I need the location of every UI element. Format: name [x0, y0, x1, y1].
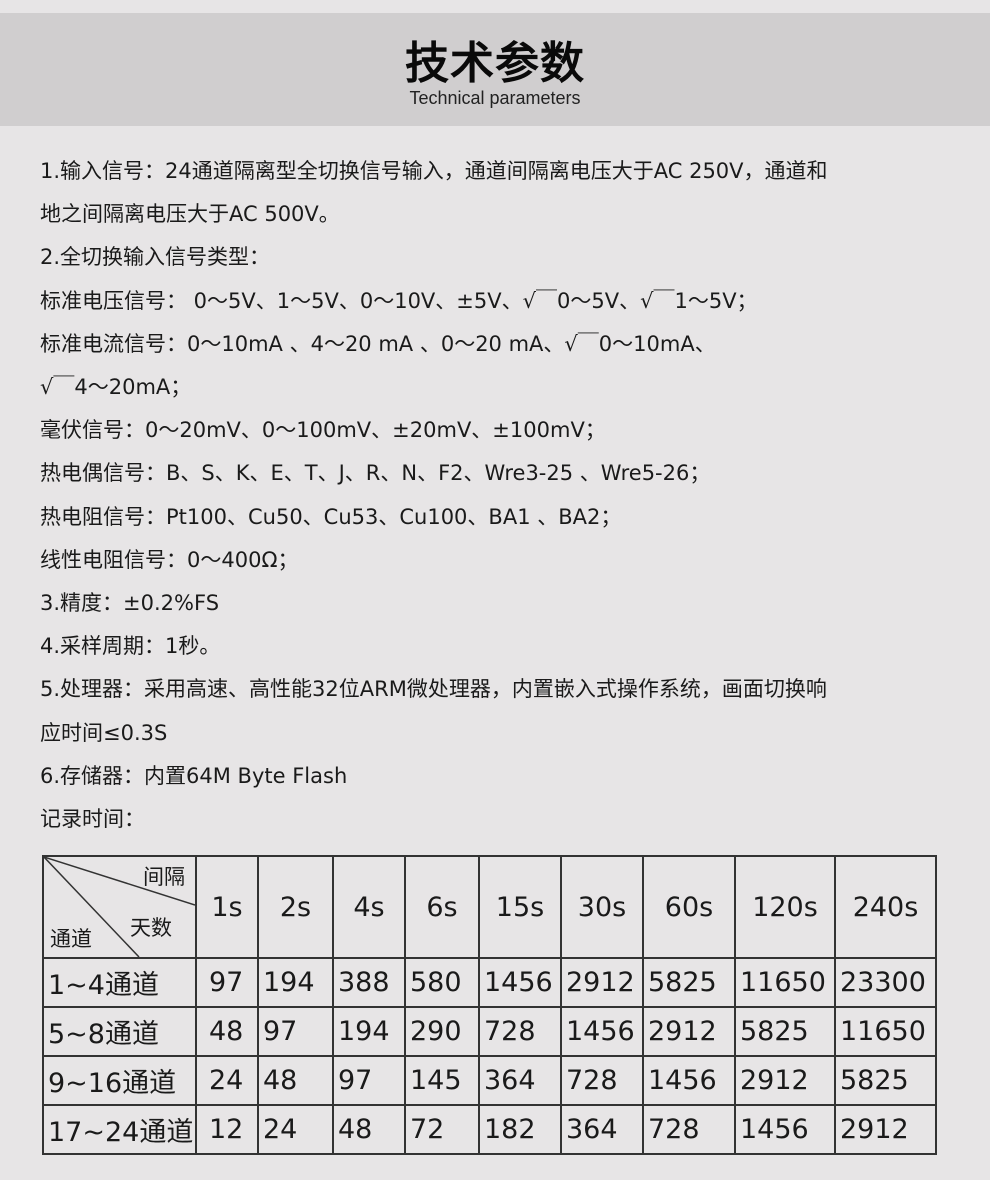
table-cell: 388 [332, 957, 406, 1008]
spec-line: 标准电流信号：0～10mA 、4～20 mA 、0～20 mA、√￣0～10mA… [40, 331, 716, 356]
table-cell: 48 [195, 1006, 259, 1057]
table-row: 5~8通道 48 97 194 290 728 1456 2912 5825 11650 [42, 1006, 937, 1057]
table-cell: 2912 [834, 1104, 937, 1155]
table-cell: 12 [195, 1104, 259, 1155]
table-cell: 2912 [642, 1006, 736, 1057]
table-cell: 364 [560, 1104, 644, 1155]
spec-line: 热电偶信号：B、S、K、E、T、J、R、N、F2、Wre3-25 、Wre5-2… [40, 461, 711, 486]
spec-text: 1.输入信号：24通道隔离型全切换信号输入，通道间隔离电压大于AC 250V，通… [40, 150, 960, 841]
diagonal-lines [44, 857, 195, 957]
table-cell: 97 [332, 1055, 406, 1106]
column-header: 4s [332, 855, 406, 959]
spec-line: 6.存储器：内置64M Byte Flash [40, 763, 348, 788]
spec-line: 毫伏信号：0～20mV、0～100mV、±20mV、±100mV； [40, 418, 606, 443]
spec-line: 标准电压信号： 0～5V、1～5V、0～10V、±5V、√￣0～5V、√￣1～5… [40, 288, 758, 313]
table-cell: 1456 [734, 1104, 836, 1155]
spec-line: 地之间隔离电压大于AC 500V。 [40, 202, 340, 227]
table-cell: 728 [478, 1006, 562, 1057]
corner-days-label: 天数 [130, 916, 172, 940]
spec-line: 热电阻信号：Pt100、Cu50、Cu53、Cu100、BA1 、BA2； [40, 504, 622, 529]
page-subtitle: Technical parameters [409, 88, 581, 108]
column-header: 60s [642, 855, 736, 959]
corner-cell: 间隔 天数 通道 [42, 855, 197, 959]
corner-channel-label: 通道 [50, 927, 92, 951]
table-cell: 48 [332, 1104, 406, 1155]
table-header-row: 间隔 天数 通道 1s 2s 4s 6s 15s 30s 60s 120s 240s [42, 855, 937, 959]
table-cell: 580 [404, 957, 480, 1008]
spec-line: 2.全切换输入信号类型： [40, 245, 271, 270]
table-cell: 290 [404, 1006, 480, 1057]
table-cell: 728 [642, 1104, 736, 1155]
spec-line: 应时间≤0.3S [40, 720, 168, 745]
table-cell: 11650 [734, 957, 836, 1008]
table-row: 17~24通道 12 24 48 72 182 364 728 1456 2912 [42, 1104, 937, 1155]
row-label: 5~8通道 [42, 1006, 197, 1057]
table-cell: 97 [257, 1006, 334, 1057]
table-cell: 11650 [834, 1006, 937, 1057]
table-cell: 1456 [642, 1055, 736, 1106]
table-cell: 97 [195, 957, 259, 1008]
column-header: 120s [734, 855, 836, 959]
spec-line: 1.输入信号：24通道隔离型全切换信号输入，通道间隔离电压大于AC 250V，通… [40, 159, 828, 183]
table-cell: 23300 [834, 957, 937, 1008]
table-cell: 72 [404, 1104, 480, 1155]
page-header: 技术参数 Technical parameters [0, 13, 990, 126]
table-cell: 194 [257, 957, 334, 1008]
table-cell: 2912 [560, 957, 644, 1008]
table-cell: 182 [478, 1104, 562, 1155]
row-label: 9~16通道 [42, 1055, 197, 1106]
table-cell: 728 [560, 1055, 644, 1106]
column-header: 1s [195, 855, 259, 959]
table-cell: 5825 [642, 957, 736, 1008]
spec-line: √￣4～20mA； [40, 375, 192, 400]
spec-line: 记录时间： [40, 807, 145, 832]
column-header: 6s [404, 855, 480, 959]
spec-line: 5.处理器：采用高速、高性能32位ARM微处理器，内置嵌入式操作系统，画面切换响 [40, 677, 827, 702]
row-label: 17~24通道 [42, 1104, 197, 1155]
spec-line: 线性电阻信号：0～400Ω； [40, 547, 299, 572]
column-header: 30s [560, 855, 644, 959]
column-header: 15s [478, 855, 562, 959]
table-cell: 194 [332, 1006, 406, 1057]
table-cell: 1456 [478, 957, 562, 1008]
table-cell: 24 [257, 1104, 334, 1155]
column-header: 240s [834, 855, 937, 959]
corner-interval-label: 间隔 [143, 865, 185, 889]
recording-time-table: 间隔 天数 通道 1s 2s 4s 6s 15s 30s 60s 120s 240s 1~4通道… [42, 855, 937, 1155]
column-header: 2s [257, 855, 334, 959]
page-title: 技术参数 [405, 38, 585, 89]
table-cell: 48 [257, 1055, 334, 1106]
table-row: 9~16通道 24 48 97 145 364 728 1456 2912 5825 [42, 1055, 937, 1106]
row-label: 1~4通道 [42, 957, 197, 1008]
table-cell: 364 [478, 1055, 562, 1106]
table-cell: 2912 [734, 1055, 836, 1106]
table-cell: 24 [195, 1055, 259, 1106]
table-cell: 145 [404, 1055, 480, 1106]
spec-line: 4.采样周期：1秒。 [40, 634, 221, 659]
table-row: 1~4通道 97 194 388 580 1456 2912 5825 11650 23300 [42, 957, 937, 1008]
table-cell: 1456 [560, 1006, 644, 1057]
spec-line: 3.精度：±0.2%FS [40, 591, 220, 616]
table-cell: 5825 [834, 1055, 937, 1106]
table-cell: 5825 [734, 1006, 836, 1057]
